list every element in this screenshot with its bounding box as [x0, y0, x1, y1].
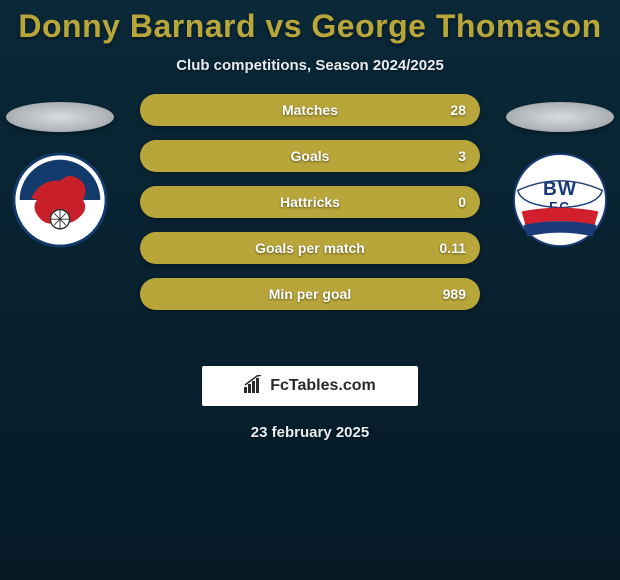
page-title: Donny Barnard vs George Thomason	[0, 0, 620, 45]
stat-label: Goals per match	[255, 240, 365, 256]
player-right-column: BW FC	[500, 102, 620, 248]
stat-value-right: 0	[458, 194, 466, 210]
stat-value-right: 989	[443, 286, 466, 302]
player2-name: George Thomason	[311, 8, 601, 44]
player1-club-badge	[12, 152, 108, 248]
player1-silhouette	[6, 102, 114, 132]
branding-box[interactable]: FcTables.com	[202, 366, 418, 406]
stat-value-right: 0.11	[440, 240, 466, 256]
player-left-column	[0, 102, 120, 248]
stat-value-right: 28	[450, 102, 466, 118]
stat-label: Hattricks	[280, 194, 340, 210]
date-label: 23 february 2025	[0, 424, 620, 441]
stat-row: Matches 28	[140, 94, 480, 126]
brand-text: FcTables.com	[270, 377, 376, 395]
stat-row: Goals per match 0.11	[140, 232, 480, 264]
subtitle: Club competitions, Season 2024/2025	[0, 57, 620, 74]
stat-row: Goals 3	[140, 140, 480, 172]
stat-row: Hattricks 0	[140, 186, 480, 218]
svg-text:BW: BW	[543, 179, 577, 200]
stats-container: Matches 28 Goals 3 Hattricks 0 Goals per match…	[140, 94, 480, 310]
player2-silhouette	[506, 102, 614, 132]
stat-value-right: 3	[458, 148, 466, 164]
stat-row: Min per goal 989	[140, 278, 480, 310]
stat-label: Goals	[291, 148, 330, 164]
chart-icon	[244, 375, 264, 398]
stat-label: Matches	[282, 102, 338, 118]
stat-label: Min per goal	[269, 286, 351, 302]
player2-club-badge: BW FC	[512, 152, 608, 248]
comparison-arena: BW FC Matches 28 Goals 3 Hattricks 0 Goals per…	[0, 102, 620, 342]
player1-name: Donny Barnard	[18, 8, 256, 44]
vs-label: vs	[265, 8, 302, 44]
